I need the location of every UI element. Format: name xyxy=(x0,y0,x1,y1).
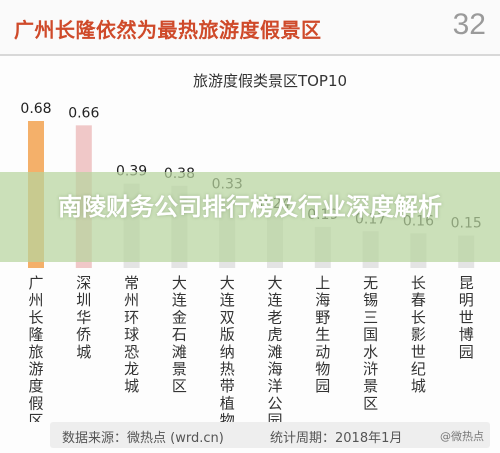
statistics-period: 统计周期：2018年1月 xyxy=(270,431,403,446)
data-source: 数据来源：微热点 (wrd.cn) xyxy=(62,431,224,446)
category-label-3: 常州环球恐龙城 xyxy=(124,274,139,395)
category-label-2: 深圳华侨城 xyxy=(76,274,91,361)
category-label-9: 长春长影世纪城 xyxy=(411,274,426,395)
category-label-5: 大连双版纳热带植物园 xyxy=(220,274,235,422)
page-number: 32 xyxy=(452,8,486,41)
category-label-7: 上海野生动物园 xyxy=(315,274,330,395)
value-label-1: 0.68 xyxy=(20,101,51,117)
watermark: @微热点 xyxy=(440,430,484,443)
value-label-2: 0.66 xyxy=(68,105,99,121)
category-label-1: 广州长隆旅游度假区 xyxy=(28,274,43,422)
category-label-8: 无锡三国水浒景区 xyxy=(363,274,378,412)
category-label-6: 大连老虎滩海洋公园 xyxy=(267,274,282,422)
page-title: 广州长隆依然为最热旅游度假景区 xyxy=(14,18,322,42)
banner-title: 南陵财务公司排行榜及行业深度解析 xyxy=(58,193,442,221)
category-label-4: 大连金石滩景区 xyxy=(172,274,187,395)
chart-title: 旅游度假类景区TOP10 xyxy=(193,72,347,90)
header: 广州长隆依然为最热旅游度假景区 32 xyxy=(0,0,500,56)
category-label-10: 昆明世博园 xyxy=(459,274,474,361)
footer: 数据来源：微热点 (wrd.cn) 统计周期：2018年1月 @微热点 xyxy=(50,422,490,448)
overlay-banner xyxy=(0,172,500,262)
